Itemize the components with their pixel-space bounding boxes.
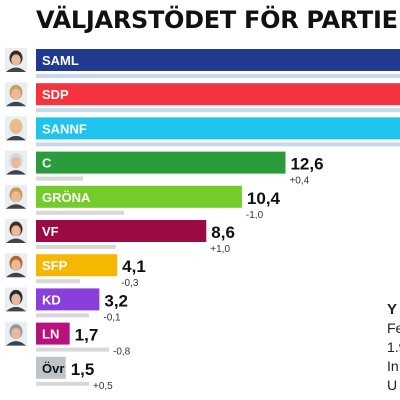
bar (36, 83, 400, 106)
side-text-line: Y (387, 301, 398, 318)
bar (36, 117, 400, 140)
change-bar (36, 381, 89, 386)
side-text-line: In (387, 358, 399, 374)
bar (36, 185, 242, 208)
page-title: VÄLJARSTÖDET FÖR PARTIE (36, 6, 398, 34)
change-bar (36, 74, 400, 78)
bar (36, 220, 207, 242)
change-label: -0,3 (121, 278, 139, 289)
category-label: SANNF (42, 121, 87, 136)
category-label: SAML (42, 53, 79, 68)
change-label: -0,8 (113, 347, 131, 358)
value-label: 12,6 (290, 155, 323, 174)
value-label: 10,4 (247, 189, 281, 208)
value-label: 8,6 (211, 223, 235, 242)
candidate-portrait-icon (5, 184, 27, 209)
change-bar (36, 245, 116, 249)
category-label: Övr (42, 361, 64, 376)
bar (36, 288, 100, 311)
change-label: -1,0 (246, 210, 264, 221)
category-label: SFP (42, 258, 68, 273)
candidate-portrait-icon (5, 48, 27, 72)
candidate-portrait-icon (5, 287, 27, 312)
change-bar (36, 279, 80, 284)
bar (36, 49, 400, 71)
change-bar (36, 108, 400, 113)
side-text-clipped: Y Fe 1.9 In U (387, 300, 400, 395)
value-label: 3,2 (104, 291, 128, 310)
change-bar (36, 142, 400, 147)
change-label: +1,0 (210, 244, 230, 255)
change-bar (36, 347, 109, 352)
candidate-portrait-icon (5, 116, 27, 141)
bar (36, 254, 118, 277)
change-bar (36, 210, 124, 215)
candidate-portrait-icon (5, 219, 27, 243)
value-label: 1,5 (71, 360, 95, 379)
side-text-line: 1.9 (387, 339, 400, 355)
side-text-line: Fe (387, 320, 400, 336)
bar (36, 322, 70, 345)
bar (36, 356, 66, 379)
change-bar (36, 176, 83, 181)
category-label: LN (42, 327, 59, 342)
candidate-portrait-icon (5, 321, 27, 346)
candidate-portrait-icon (5, 82, 27, 107)
side-text-line: U (387, 377, 398, 393)
change-label: +0,5 (93, 381, 113, 392)
value-label: 1,7 (75, 326, 99, 345)
candidate-portrait-icon (5, 150, 27, 175)
category-label: KD (42, 292, 61, 307)
change-label: -0,1 (103, 312, 121, 323)
category-label: SDP (42, 87, 69, 102)
bar (36, 151, 286, 174)
change-bar (36, 313, 89, 318)
candidate-portrait-icon (5, 253, 27, 278)
category-label: C (42, 156, 52, 171)
category-label: GRÖNA (42, 190, 91, 205)
change-label: +0,4 (289, 176, 309, 187)
value-label: 4,1 (122, 257, 146, 276)
category-label: VF (42, 224, 59, 239)
